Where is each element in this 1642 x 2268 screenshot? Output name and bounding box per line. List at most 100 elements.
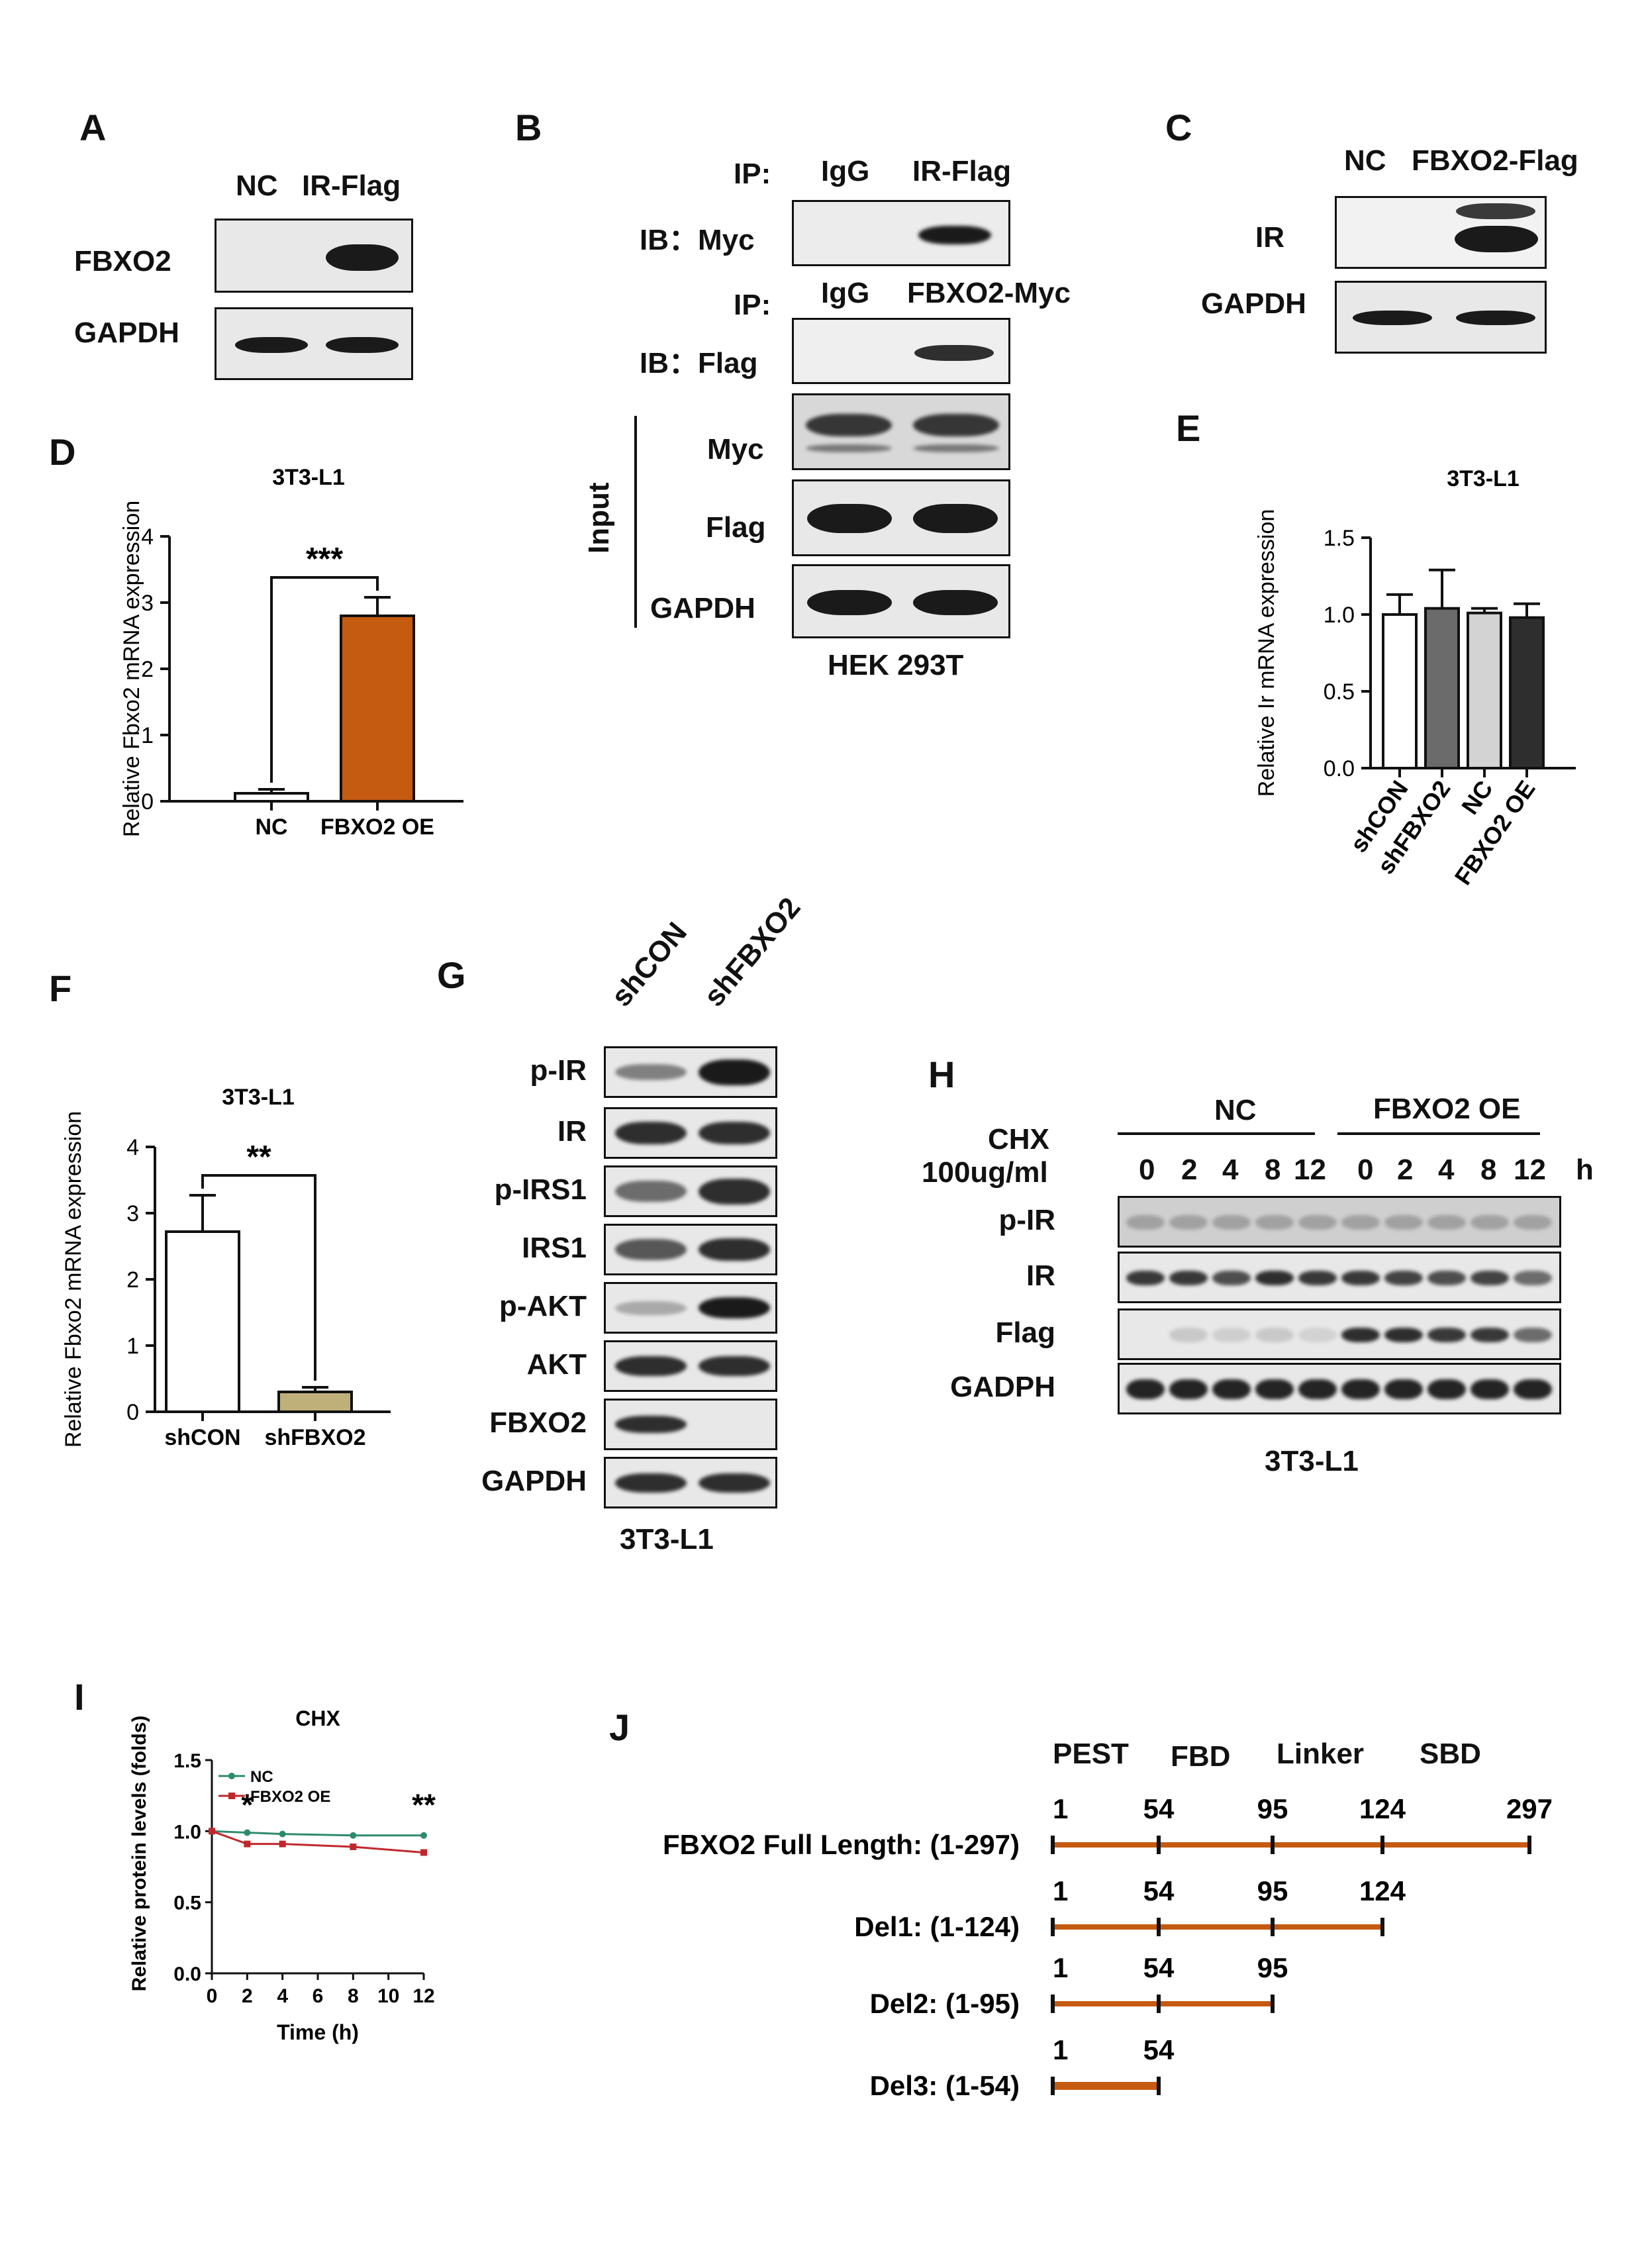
timepoint-label: 12 [1514, 1154, 1546, 1186]
y-axis-label: Relative protein levels (folds) [128, 1716, 150, 1992]
bar [1509, 616, 1545, 770]
domain-label: PEST [1053, 1738, 1129, 1770]
position-label: 54 [1143, 1875, 1175, 1906]
panel-label-j: J [609, 1706, 630, 1748]
data-point [244, 1840, 251, 1848]
blot-lane-row [604, 1046, 777, 1098]
significance-marker: * [241, 1787, 253, 1822]
band [699, 1122, 770, 1144]
y-tick-label: 1 [141, 723, 154, 748]
panel-label-i: I [74, 1676, 85, 1718]
y-tick-label: 2 [126, 1267, 139, 1293]
bar [165, 1230, 240, 1413]
band [699, 1238, 770, 1261]
band [615, 1473, 687, 1493]
band [1255, 1379, 1294, 1399]
band [1427, 1379, 1466, 1399]
blot-b-input-gapdh [792, 564, 1010, 638]
lane-label: NC [1344, 144, 1386, 177]
y-tick-label: 1.0 [1324, 603, 1355, 628]
ib-label: IB：Myc [640, 224, 755, 256]
x-tick-label: shCON [164, 1425, 240, 1450]
treatment-label: CHX [988, 1123, 1049, 1156]
timepoint-label: 8 [1480, 1154, 1497, 1186]
y-tick-label: 4 [141, 524, 154, 550]
significance-marker: ** [246, 1140, 271, 1175]
y-tick-label: 3 [141, 591, 154, 616]
band [1427, 1328, 1466, 1342]
band [1212, 1215, 1251, 1230]
band [1341, 1328, 1380, 1342]
group-label: NC [1214, 1094, 1257, 1126]
chart-f: 3T3-L1 0 1 2 3 4 Relative Fbxo2 mRNA expressio… [61, 1085, 391, 1450]
band [1255, 1215, 1294, 1230]
bar [277, 1391, 353, 1413]
timepoint-label: 0 [1139, 1154, 1155, 1186]
blot-a-gapdh [215, 307, 413, 380]
position-label: 95 [1257, 1793, 1288, 1824]
row-label: IR [1255, 221, 1284, 254]
position-label: 124 [1359, 1793, 1406, 1824]
row-label: p-IR [530, 1054, 587, 1087]
band [699, 1297, 770, 1318]
band [1169, 1328, 1208, 1342]
significance-marker: *** [306, 542, 343, 577]
panel-label-e: E [1176, 407, 1201, 449]
lane-label: FBXO2-Myc [907, 277, 1071, 309]
x-axis-label: Time (h) [277, 2020, 359, 2044]
blot-c-gapdh [1335, 281, 1547, 354]
row-label: GAPDH [650, 592, 755, 624]
band [615, 1239, 687, 1260]
blot-lane-row [604, 1340, 777, 1392]
x-tick-label: 10 [377, 1985, 399, 2007]
timepoint-label: 2 [1397, 1154, 1414, 1186]
legend-marker [228, 1773, 235, 1779]
position-label: 1 [1053, 1875, 1068, 1906]
position-label: 95 [1257, 1875, 1288, 1906]
band [1212, 1328, 1251, 1342]
construct-name: Del1: (1-124) [854, 1911, 1020, 1942]
bar [1467, 611, 1502, 769]
bar [234, 792, 309, 803]
chart-title: 3T3-L1 [222, 1085, 295, 1110]
blot-lane-row [604, 1399, 777, 1450]
band [1514, 1328, 1552, 1342]
blot-lane-row [1118, 1363, 1561, 1414]
timepoint-label: 12 [1294, 1154, 1326, 1186]
group-line [1337, 1132, 1540, 1135]
time-unit-label: h [1576, 1154, 1594, 1186]
row-label: Flag [995, 1316, 1055, 1349]
construct-name: FBXO2 Full Length: (1-297) [663, 1829, 1020, 1860]
blot-lane-row [604, 1165, 777, 1217]
chart-e: 3T3-L1 0.0 0.5 1.0 1.5 Relative Ir mRNA expre… [1254, 466, 1576, 890]
lane-label: FBXO2-Flag [1412, 144, 1578, 177]
band [1384, 1328, 1423, 1342]
chart-title: CHX [295, 1706, 340, 1730]
band [1169, 1271, 1208, 1285]
band [1169, 1379, 1208, 1399]
y-axis-label: Relative Ir mRNA expression [1254, 509, 1279, 797]
y-tick-label: 0 [141, 789, 154, 814]
blot-lane-row [1118, 1308, 1561, 1360]
band [1298, 1379, 1337, 1399]
bar [1382, 613, 1418, 769]
band [1471, 1215, 1509, 1230]
lane-label: NC [236, 170, 278, 202]
blot-lane-row [1118, 1252, 1561, 1303]
panel-label-g: G [437, 954, 466, 996]
y-tick-label: 0 [126, 1400, 139, 1425]
band [699, 1179, 770, 1205]
panel-label-d: D [49, 431, 76, 473]
band [1212, 1379, 1251, 1399]
blot-lane-row [1118, 1196, 1561, 1248]
band [1427, 1271, 1466, 1285]
blot-b-ib-myc [792, 200, 1010, 266]
position-label: 297 [1506, 1793, 1553, 1824]
data-point [420, 1849, 427, 1856]
significance-marker: ** [412, 1787, 436, 1822]
row-label: GADPH [950, 1371, 1055, 1403]
data-point [244, 1829, 251, 1836]
panel-label-b: B [515, 107, 542, 148]
row-label: FBXO2 [489, 1406, 587, 1439]
x-tick-label: 2 [242, 1985, 253, 2007]
